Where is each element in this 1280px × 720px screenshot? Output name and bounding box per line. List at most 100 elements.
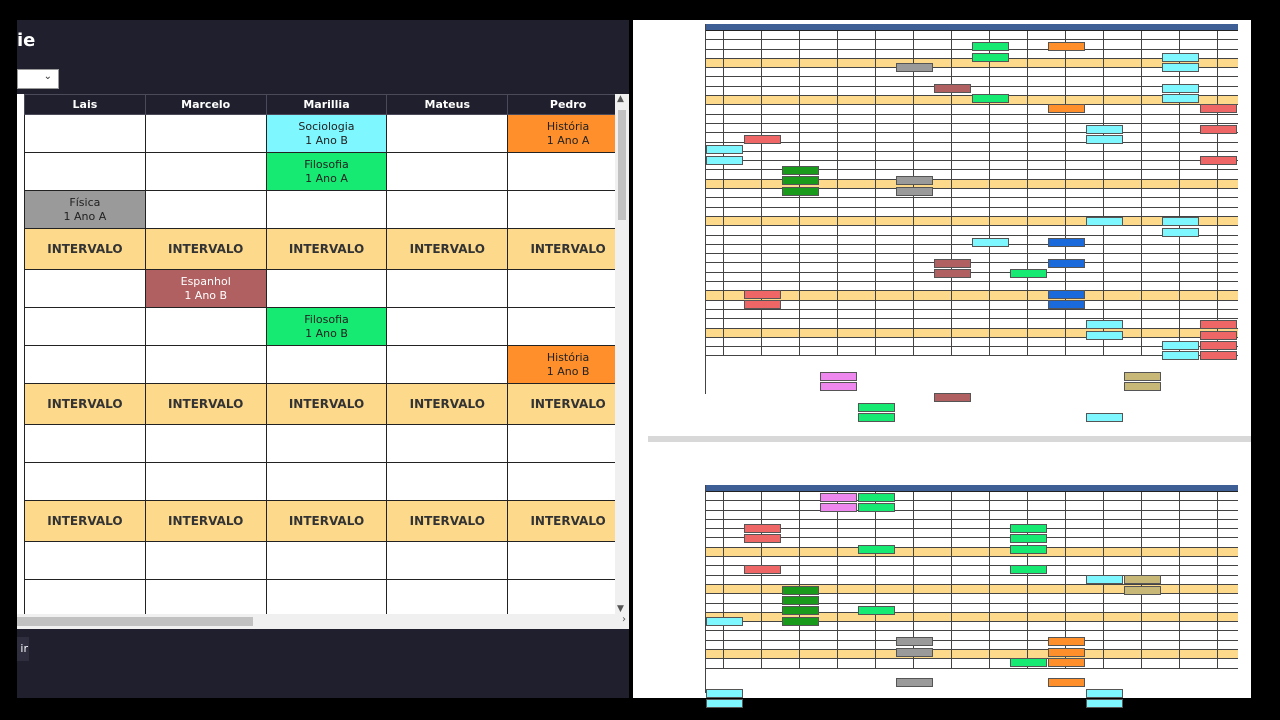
interval-cell: INTERVALO (507, 500, 629, 542)
empty-slot-cell[interactable] (386, 152, 509, 191)
sheet-lesson-block (934, 392, 971, 402)
empty-slot-cell[interactable] (24, 541, 146, 580)
empty-slot-cell[interactable] (24, 269, 146, 308)
empty-slot-cell[interactable] (144, 345, 267, 384)
empty-slot-cell[interactable] (507, 190, 629, 229)
empty-slot-cell[interactable] (144, 152, 267, 191)
column-header-teacher[interactable]: Marillia (265, 94, 388, 115)
column-header-teacher[interactable]: Pedro (507, 94, 629, 115)
empty-slot-cell[interactable] (507, 462, 629, 501)
lesson-cell[interactable]: Física 1 Ano A (24, 190, 146, 229)
scroll-up-arrow-icon[interactable]: ▲ (617, 94, 624, 104)
sheet-lesson-block (1124, 382, 1161, 392)
empty-slot-cell[interactable] (24, 424, 146, 463)
empty-slot-cell[interactable] (144, 541, 267, 580)
empty-slot-cell[interactable] (386, 462, 509, 501)
sheet-lesson-block (972, 52, 1009, 62)
empty-slot-cell[interactable] (386, 541, 509, 580)
empty-slot-cell[interactable] (265, 269, 388, 308)
lesson-cell[interactable]: Filosofia 1 Ano A (265, 152, 388, 191)
empty-slot-cell[interactable] (24, 579, 146, 614)
sheet-lesson-block (1124, 575, 1161, 585)
sheet-lesson-block (1124, 585, 1161, 595)
sheet-lesson-block (820, 503, 857, 513)
empty-slot-cell[interactable] (144, 462, 267, 501)
empty-slot-cell[interactable] (386, 269, 509, 308)
scroll-right-arrow-icon[interactable]: › (622, 614, 626, 625)
empty-slot-cell[interactable] (144, 307, 267, 346)
interval-cell: INTERVALO (24, 500, 146, 542)
interval-cell: INTERVALO (265, 500, 388, 542)
empty-slot-cell[interactable] (507, 269, 629, 308)
empty-slot-cell[interactable] (144, 190, 267, 229)
sheet-lesson-block (1086, 217, 1123, 227)
sheet-row (648, 207, 1238, 217)
empty-slot-cell[interactable] (386, 190, 509, 229)
sheet-lesson-block (1162, 341, 1199, 350)
empty-slot-cell[interactable] (24, 307, 146, 346)
sheet-row (648, 226, 1238, 236)
sheet-lesson-block (1162, 227, 1199, 237)
bottom-action-button[interactable]: ir (17, 637, 29, 661)
table-row: História 1 Ano B (24, 345, 629, 384)
empty-slot-cell[interactable] (507, 307, 629, 346)
sheet-lesson-block (782, 186, 819, 196)
sheet-lesson-block (972, 93, 1009, 103)
column-header-teacher[interactable]: Marcelo (144, 94, 267, 115)
vertical-scroll-thumb[interactable] (618, 110, 626, 220)
empty-slot-cell[interactable] (507, 424, 629, 463)
column-header-teacher[interactable]: Lais (24, 94, 146, 115)
lesson-cell[interactable]: História 1 Ano B (507, 345, 629, 384)
sheet-lesson-block (1200, 341, 1237, 350)
empty-slot-cell[interactable] (265, 541, 388, 580)
empty-slot-cell[interactable] (386, 424, 509, 463)
lesson-cell[interactable]: Espanhol 1 Ano B (144, 269, 267, 308)
lesson-subject: Espanhol (180, 274, 231, 288)
lesson-class: 1 Ano A (63, 209, 107, 223)
empty-slot-cell[interactable] (386, 307, 509, 346)
sheet-lesson-block (1162, 83, 1199, 93)
lesson-cell[interactable]: Filosofia 1 Ano B (265, 307, 388, 346)
empty-slot-cell[interactable] (386, 579, 509, 614)
sheet-row (648, 519, 1238, 530)
empty-slot-cell[interactable] (24, 152, 146, 191)
lesson-class: 1 Ano B (305, 133, 348, 147)
column-header-teacher[interactable]: Mateus (386, 94, 509, 115)
scroll-down-arrow-icon[interactable]: ▼ (617, 604, 624, 614)
sheet-lesson-block (934, 268, 971, 278)
sheet-lesson-block (820, 371, 857, 381)
lesson-cell[interactable]: Sociologia 1 Ano B (265, 114, 388, 153)
lesson-cell[interactable]: História 1 Ano A (507, 114, 629, 153)
schedule-editor-window: ie ⌄ Lais Marcelo Marillia Mateus Pedro … (17, 20, 629, 698)
interval-row: INTERVALO INTERVALO INTERVALO INTERVALO INTE… (24, 228, 629, 270)
empty-slot-cell[interactable] (386, 345, 509, 384)
class-select-dropdown[interactable]: ⌄ (17, 69, 59, 89)
sheet-lesson-block (858, 606, 895, 616)
empty-slot-cell[interactable] (144, 424, 267, 463)
sheet-row (648, 151, 1238, 162)
sheet-lesson-block (744, 565, 781, 575)
empty-slot-cell[interactable] (386, 114, 509, 153)
horizontal-scroll-thumb[interactable] (17, 617, 253, 626)
interval-cell: INTERVALO (144, 383, 267, 425)
interval-cell: INTERVALO (507, 383, 629, 425)
sheet-interval-row (648, 328, 1238, 338)
empty-slot-cell[interactable] (144, 579, 267, 614)
interval-cell: INTERVALO (386, 500, 509, 542)
empty-slot-cell[interactable] (265, 190, 388, 229)
empty-slot-cell[interactable] (24, 114, 146, 153)
empty-slot-cell[interactable] (265, 579, 388, 614)
empty-slot-cell[interactable] (265, 462, 388, 501)
empty-slot-cell[interactable] (507, 541, 629, 580)
sheet-row (648, 631, 1238, 641)
empty-slot-cell[interactable] (265, 424, 388, 463)
empty-slot-cell[interactable] (24, 462, 146, 501)
empty-slot-cell[interactable] (144, 114, 267, 153)
empty-slot-cell[interactable] (24, 345, 146, 384)
empty-slot-cell[interactable] (507, 579, 629, 614)
sheet-row (648, 161, 1238, 171)
vertical-scrollbar[interactable]: ▲ ▼ (615, 94, 629, 614)
empty-slot-cell[interactable] (265, 345, 388, 384)
horizontal-scrollbar[interactable]: › (17, 614, 629, 629)
empty-slot-cell[interactable] (507, 152, 629, 191)
